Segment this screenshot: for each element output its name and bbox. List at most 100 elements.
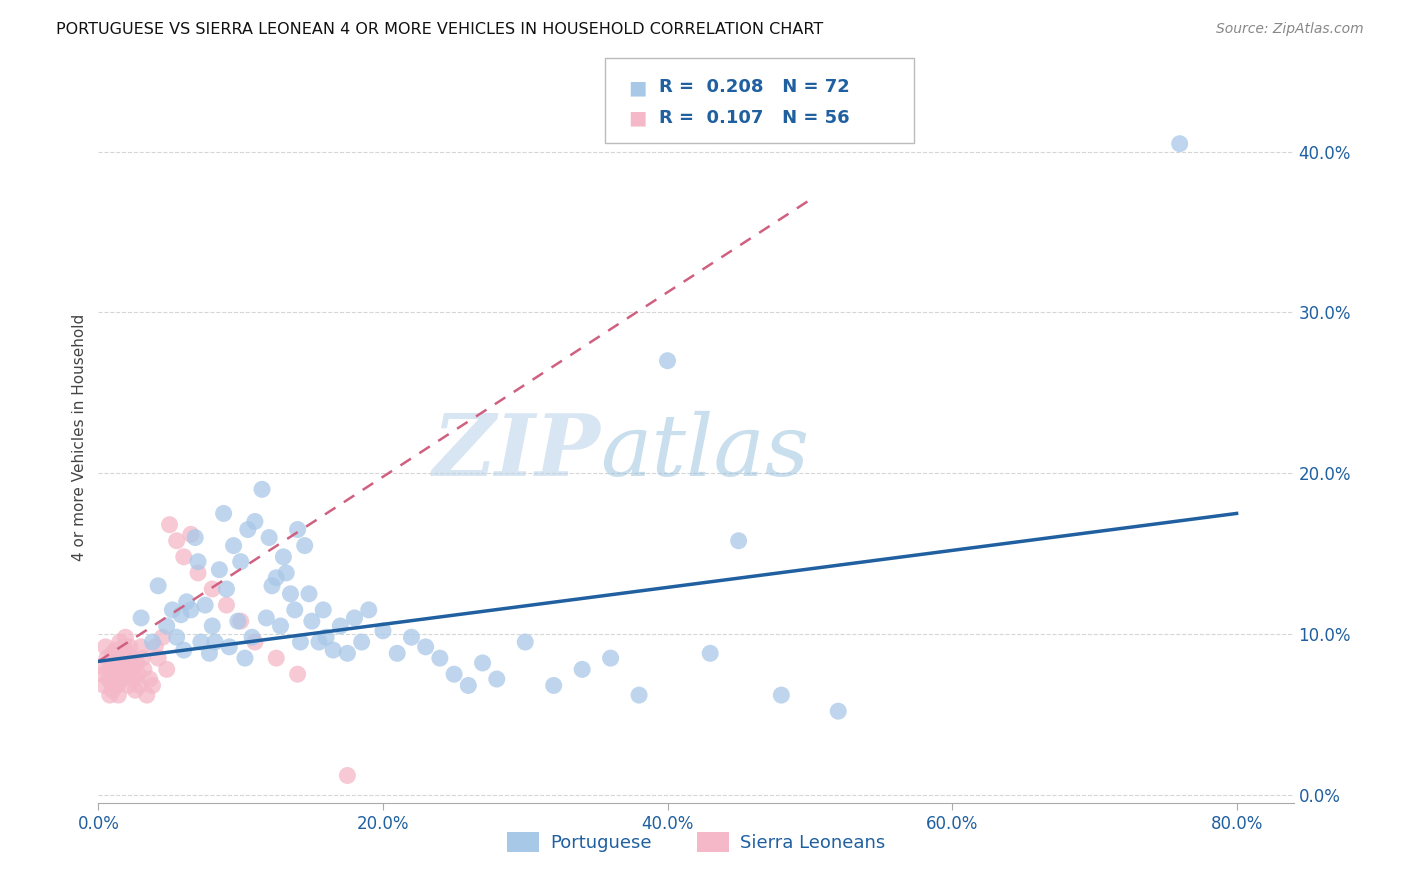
Point — [135, 688, 157, 702]
Point — [108, 635, 131, 649]
Point — [212, 507, 235, 521]
Point — [336, 646, 359, 660]
Point — [198, 646, 221, 660]
Point — [357, 603, 380, 617]
Point — [312, 603, 335, 617]
Point — [276, 566, 298, 580]
Text: ■: ■ — [628, 109, 647, 128]
Point — [443, 667, 465, 681]
Point — [93, 678, 115, 692]
Point — [129, 640, 152, 654]
Text: ZIP: ZIP — [433, 410, 600, 493]
Point — [104, 643, 127, 657]
Point — [770, 688, 793, 702]
Point — [148, 579, 170, 593]
Point — [280, 587, 302, 601]
Point — [204, 635, 226, 649]
Point — [162, 603, 184, 617]
Point — [152, 630, 174, 644]
Point — [273, 549, 295, 564]
Point — [173, 549, 195, 564]
Point — [233, 651, 256, 665]
Point — [287, 523, 309, 537]
Point — [108, 651, 131, 665]
Point — [628, 688, 651, 702]
Text: R =  0.107   N = 56: R = 0.107 N = 56 — [659, 109, 851, 127]
Point — [120, 651, 142, 665]
Point — [201, 582, 224, 596]
Point — [141, 635, 163, 649]
Point — [485, 672, 508, 686]
Point — [125, 656, 148, 670]
Point — [103, 656, 125, 670]
Point — [471, 656, 494, 670]
Point — [599, 651, 621, 665]
Point — [350, 635, 373, 649]
Point — [187, 555, 209, 569]
Point — [727, 533, 749, 548]
Point — [827, 704, 849, 718]
Legend: Portuguese, Sierra Leoneans: Portuguese, Sierra Leoneans — [499, 824, 893, 860]
Point — [124, 683, 146, 698]
Point — [315, 630, 337, 644]
Point — [176, 595, 198, 609]
Point — [115, 646, 138, 660]
Point — [101, 646, 124, 660]
Point — [243, 515, 266, 529]
Point — [100, 675, 122, 690]
Point — [322, 643, 344, 657]
Point — [112, 656, 135, 670]
Point — [132, 662, 155, 676]
Point — [121, 662, 143, 676]
Point — [264, 571, 287, 585]
Point — [298, 587, 321, 601]
Point — [401, 630, 423, 644]
Point — [94, 640, 117, 654]
Point — [112, 640, 135, 654]
Point — [201, 619, 224, 633]
Point — [104, 667, 127, 681]
Point — [166, 630, 188, 644]
Point — [107, 688, 129, 702]
Point — [91, 667, 114, 681]
Point — [543, 678, 565, 692]
Point — [187, 566, 209, 580]
Point — [515, 635, 537, 649]
Point — [699, 646, 721, 660]
Point — [122, 672, 145, 686]
Point — [97, 672, 120, 686]
Point — [101, 683, 124, 698]
Point — [1168, 136, 1191, 151]
Point — [143, 640, 166, 654]
Text: atlas: atlas — [600, 410, 810, 493]
Point — [117, 678, 139, 692]
Point — [166, 533, 188, 548]
Point — [260, 579, 283, 593]
Point — [118, 640, 141, 654]
Point — [222, 539, 245, 553]
Y-axis label: 4 or more Vehicles in Household: 4 or more Vehicles in Household — [72, 313, 87, 561]
Point — [180, 527, 202, 541]
Point — [111, 672, 134, 686]
Point — [336, 768, 359, 782]
Point — [657, 353, 679, 368]
Point — [180, 603, 202, 617]
Point — [115, 667, 138, 681]
Point — [229, 555, 252, 569]
Point — [194, 598, 217, 612]
Point — [385, 646, 409, 660]
Point — [457, 678, 479, 692]
Point — [141, 678, 163, 692]
Point — [250, 483, 273, 497]
Point — [571, 662, 593, 676]
Point — [110, 662, 132, 676]
Point — [215, 598, 238, 612]
Point — [148, 651, 170, 665]
Point — [229, 614, 252, 628]
Point — [240, 630, 263, 644]
Point — [308, 635, 330, 649]
Point — [371, 624, 394, 638]
Point — [429, 651, 451, 665]
Point — [257, 531, 280, 545]
Point — [190, 635, 212, 649]
